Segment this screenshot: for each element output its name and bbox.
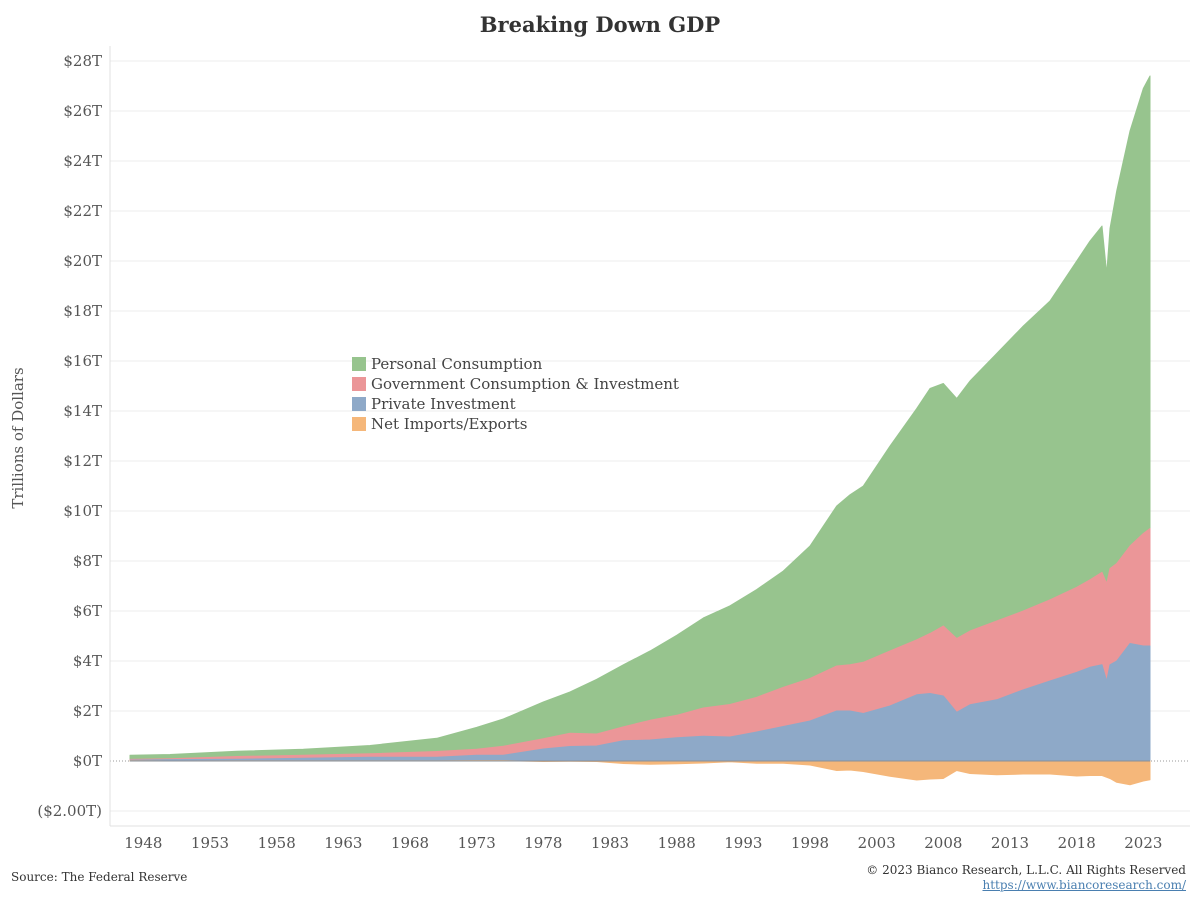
y-tick-label: $2T xyxy=(73,702,102,720)
y-tick-label: $12T xyxy=(63,452,102,470)
legend-label: Private Investment xyxy=(371,395,516,413)
y-tick-label: $20T xyxy=(63,252,102,270)
x-tick-label: 2013 xyxy=(991,834,1029,852)
x-tick-label: 1983 xyxy=(591,834,629,852)
legend-label: Government Consumption & Investment xyxy=(371,375,679,393)
x-tick-label: 1988 xyxy=(658,834,696,852)
x-tick-label: 1958 xyxy=(258,834,296,852)
x-tick-label: 2003 xyxy=(858,834,896,852)
y-tick-label: $6T xyxy=(73,602,102,620)
y-tick-label: $14T xyxy=(63,402,102,420)
x-tick-label: 1968 xyxy=(391,834,429,852)
legend-label: Net Imports/Exports xyxy=(371,415,528,433)
area-series xyxy=(129,75,1151,786)
x-tick-label: 1953 xyxy=(191,834,229,852)
x-tick-label: 1973 xyxy=(458,834,496,852)
y-tick-label: $4T xyxy=(73,652,102,670)
legend: Personal Consumption Government Consumpt… xyxy=(352,354,679,434)
legend-item-government[interactable]: Government Consumption & Investment xyxy=(352,374,679,394)
x-tick-label: 1963 xyxy=(324,834,362,852)
area-net-exports xyxy=(129,760,1151,786)
website-link[interactable]: https://www.biancoresearch.com/ xyxy=(982,878,1186,892)
legend-swatch xyxy=(352,377,366,391)
source-note: Source: The Federal Reserve xyxy=(11,870,188,884)
gridlines xyxy=(110,60,1190,812)
y-tick-label: $28T xyxy=(63,52,102,70)
legend-swatch xyxy=(352,357,366,371)
y-tick-label: $22T xyxy=(63,202,102,220)
legend-item-private-investment[interactable]: Private Investment xyxy=(352,394,679,414)
legend-swatch xyxy=(352,417,366,431)
x-tick-label: 2023 xyxy=(1124,834,1162,852)
legend-item-net-exports[interactable]: Net Imports/Exports xyxy=(352,414,679,434)
y-tick-label: $0T xyxy=(73,752,102,770)
copyright-text: © 2023 Bianco Research, L.L.C. All Right… xyxy=(866,863,1186,877)
y-tick-label: $26T xyxy=(63,102,102,120)
x-tick-label: 2008 xyxy=(924,834,962,852)
y-tick-label: ($2.00T) xyxy=(37,802,102,820)
legend-item-personal-consumption[interactable]: Personal Consumption xyxy=(352,354,679,374)
y-tick-label: $8T xyxy=(73,552,102,570)
chart-title: Breaking Down GDP xyxy=(479,12,721,37)
x-tick-label: 1978 xyxy=(524,834,562,852)
y-tick-label: $16T xyxy=(63,352,102,370)
legend-label: Personal Consumption xyxy=(371,355,543,373)
y-tick-label: $18T xyxy=(63,302,102,320)
x-tick-label: 1993 xyxy=(724,834,762,852)
y-tick-label: $24T xyxy=(63,152,102,170)
legend-swatch xyxy=(352,397,366,411)
copyright-block: © 2023 Bianco Research, L.L.C. All Right… xyxy=(866,863,1186,893)
axes: ($2.00T) $0T $2T $4T $6T $8T $10T $12T $14T $16T $… xyxy=(37,46,1190,852)
y-axis-label: Trillions of Dollars xyxy=(9,367,27,509)
x-tick-label: 1948 xyxy=(124,834,162,852)
x-tick-label: 2018 xyxy=(1058,834,1096,852)
x-tick-label: 1998 xyxy=(791,834,829,852)
y-tick-label: $10T xyxy=(63,502,102,520)
